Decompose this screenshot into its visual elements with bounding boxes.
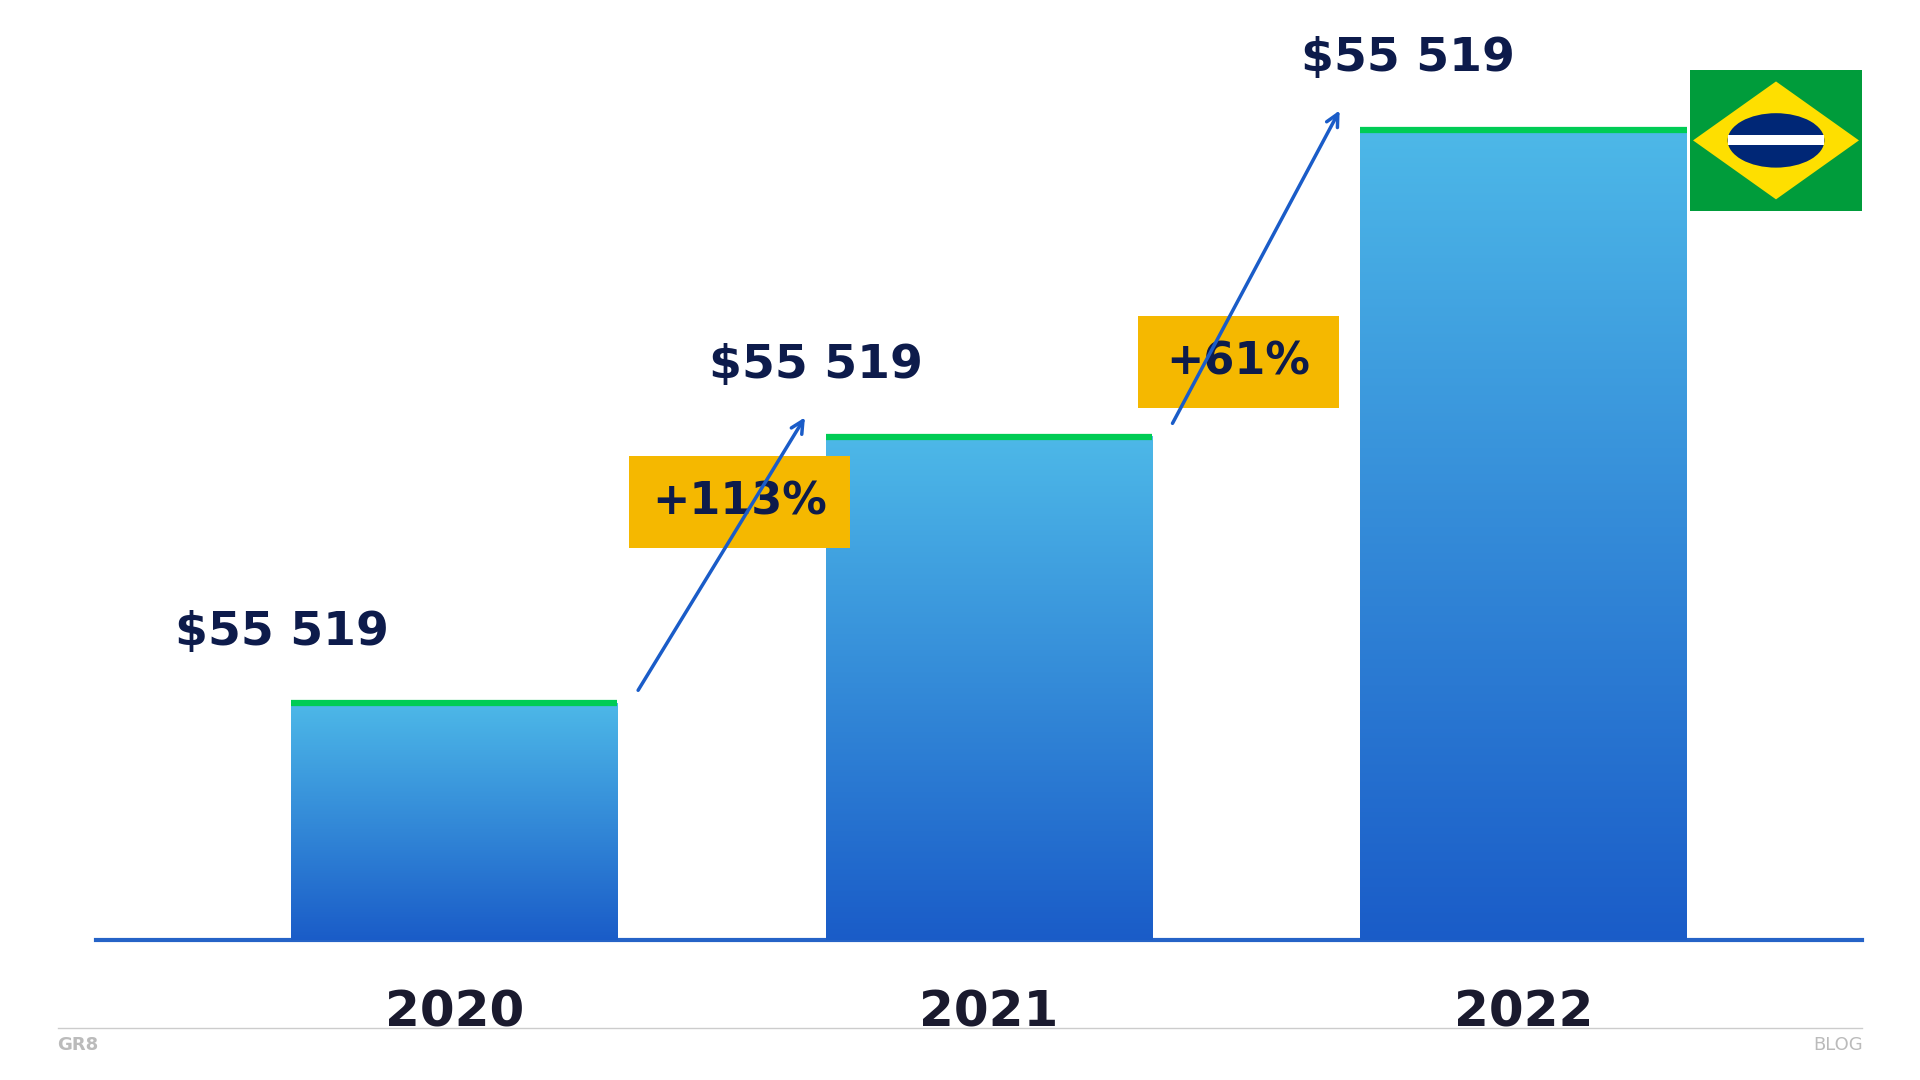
FancyBboxPatch shape xyxy=(1690,70,1862,211)
Text: BLOG: BLOG xyxy=(1812,1037,1862,1054)
Text: $55 519: $55 519 xyxy=(175,610,388,654)
Text: $55 519: $55 519 xyxy=(1302,36,1515,81)
Text: +61%: +61% xyxy=(1167,340,1309,383)
Text: GR8: GR8 xyxy=(58,1037,98,1054)
Text: 2020: 2020 xyxy=(384,988,524,1036)
Circle shape xyxy=(1728,113,1824,167)
Text: $55 519: $55 519 xyxy=(708,343,924,388)
Polygon shape xyxy=(1693,81,1859,200)
Text: +113%: +113% xyxy=(651,481,828,524)
FancyBboxPatch shape xyxy=(1728,135,1824,146)
Text: 2021: 2021 xyxy=(920,988,1058,1036)
FancyBboxPatch shape xyxy=(630,456,849,548)
Text: 2022: 2022 xyxy=(1453,988,1594,1036)
FancyBboxPatch shape xyxy=(1137,315,1340,407)
